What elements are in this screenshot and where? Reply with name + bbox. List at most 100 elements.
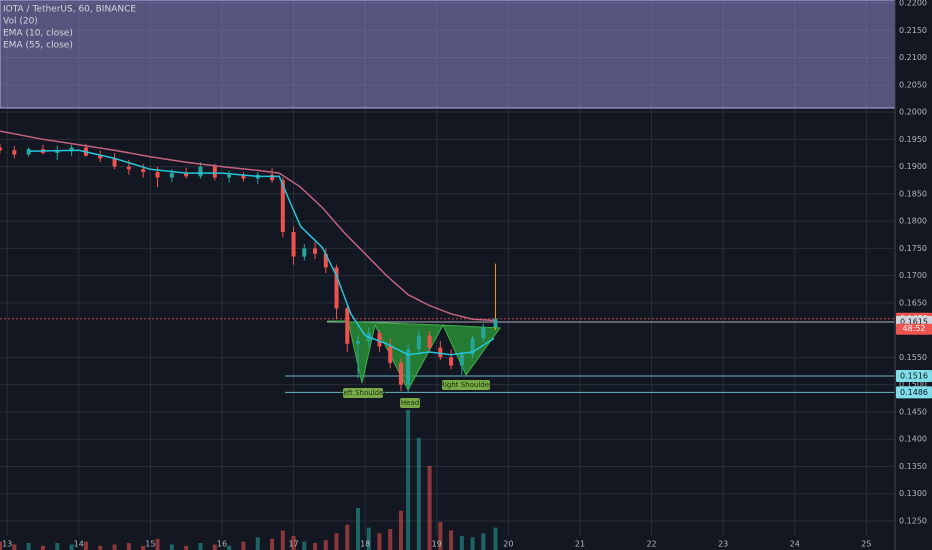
candle-body <box>493 318 498 328</box>
y-tick-label: 0.2200 <box>899 0 927 8</box>
volume-bar <box>481 533 486 550</box>
candle-body <box>169 173 174 178</box>
x-tick-label: 17 <box>288 540 298 549</box>
volume-bar <box>302 541 307 550</box>
x-tick-label: 23 <box>718 540 728 549</box>
x-tick-label: 15 <box>145 540 155 549</box>
volume-bar <box>83 541 88 550</box>
volume-bar <box>169 544 174 550</box>
volume-bar <box>12 544 17 550</box>
candle-body <box>323 253 328 268</box>
candle-body <box>302 248 307 257</box>
candle-body <box>227 174 232 178</box>
countdown: 48:52 <box>902 324 925 333</box>
candle-body <box>141 169 146 173</box>
candle-body <box>184 173 189 177</box>
x-tick-label: 25 <box>861 540 871 549</box>
y-tick-label: 0.2000 <box>899 108 927 117</box>
y-tick-label: 0.2150 <box>899 26 927 35</box>
y-tick-label: 0.2050 <box>899 80 927 89</box>
volume-bar <box>427 466 432 550</box>
candle-body <box>112 158 117 167</box>
candle-body <box>212 166 217 178</box>
volume-bar <box>270 538 275 550</box>
annotation: Head <box>401 399 419 407</box>
candle-body <box>334 267 339 309</box>
chart-title: IOTA / TetherUS, 60, BINANCE <box>3 5 136 15</box>
x-tick-label: 24 <box>790 540 800 549</box>
y-tick-label: 0.1650 <box>899 298 927 307</box>
volume-bar <box>184 545 189 550</box>
volume <box>0 410 498 550</box>
annotation: Left Shoulder <box>340 389 387 397</box>
x-tick-label: 16 <box>217 540 227 549</box>
volume-bar <box>345 524 350 550</box>
annotation-box <box>400 398 420 408</box>
y-tick-label: 0.1800 <box>899 217 927 226</box>
volume-bar <box>112 544 117 550</box>
volume-bar <box>493 527 498 550</box>
y-tick-label: 0.1750 <box>899 244 927 253</box>
price-tag-label: 0.1615 <box>900 317 928 326</box>
y-tick-label: 0.1900 <box>899 162 927 171</box>
volume-bar <box>398 510 403 550</box>
volume-bar <box>291 536 296 550</box>
candle-body <box>69 147 74 152</box>
volume-bar <box>323 540 328 550</box>
legend-entry: Vol (20) <box>3 17 38 27</box>
candle-body <box>26 149 31 155</box>
candle-body <box>470 338 475 355</box>
volume-bar <box>459 536 464 550</box>
volume-bar <box>313 543 318 550</box>
annotation: Right Shoulder <box>440 381 492 389</box>
volume-bar <box>356 508 360 550</box>
y-tick-label: 0.1500 <box>899 380 927 389</box>
volume-bar <box>98 545 103 550</box>
volume-bar <box>155 538 160 550</box>
candle-body <box>377 332 382 347</box>
candle-body <box>198 166 203 177</box>
volume-bar <box>126 543 131 550</box>
volume-bar <box>212 544 217 550</box>
volume-bar <box>141 545 146 550</box>
volume-bar <box>377 533 382 550</box>
volume-bar <box>0 541 2 550</box>
y-tick-label: 0.1250 <box>899 517 927 526</box>
candle-body <box>98 155 103 159</box>
x-tick-label: 20 <box>503 540 513 549</box>
volume-bar <box>69 544 74 550</box>
y-tick-label: 0.1450 <box>899 407 927 416</box>
candle-body <box>481 327 486 339</box>
levels <box>0 318 895 393</box>
x-tick-label: 19 <box>432 540 442 549</box>
volume-bar <box>416 438 421 550</box>
volume-bar <box>470 537 475 550</box>
x-tick-label: 18 <box>360 540 370 549</box>
y-tick-label: 0.2100 <box>899 53 927 62</box>
volume-bar <box>26 543 31 550</box>
plot <box>0 130 498 393</box>
price-tag-label: 0.1516 <box>900 371 928 380</box>
y-tick-label: 0.1350 <box>899 462 927 471</box>
price-tag <box>896 369 932 382</box>
x-tick-label: 22 <box>646 540 656 549</box>
y-tick-label: 0.1400 <box>899 435 927 444</box>
legend-entry: EMA (55, close) <box>3 41 73 51</box>
volume-bar <box>227 545 232 550</box>
volume-bar <box>55 543 60 550</box>
candle-body <box>406 349 411 385</box>
countdown-tag <box>896 323 932 335</box>
candle-body <box>459 354 464 366</box>
zone-rectangle <box>0 0 896 109</box>
candle-body <box>388 346 393 363</box>
candle-body <box>155 172 160 178</box>
candle-body <box>416 335 421 350</box>
candle-body <box>0 147 2 151</box>
candle-body <box>449 357 454 366</box>
volume-bar <box>334 533 339 550</box>
candle-body <box>291 232 296 257</box>
x-tick-label: 14 <box>74 540 84 549</box>
ema-line <box>0 130 495 322</box>
volume-bar <box>406 410 411 550</box>
